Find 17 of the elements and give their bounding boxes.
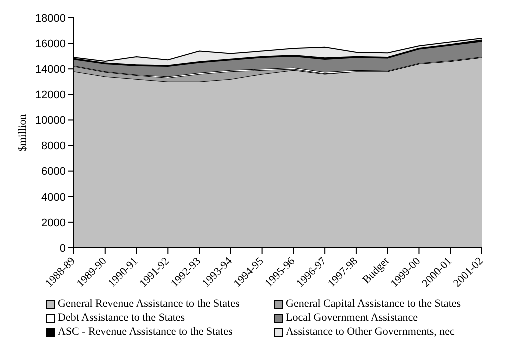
y-tick-label: 16000 (35, 38, 66, 50)
y-tick-label: 10000 (35, 115, 66, 128)
y-tick-label: 0 (60, 242, 66, 255)
y-tick-label: 2000 (42, 217, 66, 230)
legend-label: General Revenue Assistance to the States (58, 298, 240, 310)
legend-label: Debt Assistance to the States (58, 312, 186, 324)
y-tick-label: 14000 (35, 64, 66, 76)
y-tick-label: 12000 (35, 90, 66, 102)
legend-label: Local Government Assistance (286, 312, 418, 324)
legend-label: General Capital Assistance to the States (286, 298, 462, 310)
y-axis-title: $million (16, 114, 29, 152)
legend-label: ASC - Revenue Assistance to the States (58, 326, 233, 338)
y-tick-label: 4000 (42, 192, 66, 204)
legend-label: Assistance to Other Governments, nec (286, 326, 455, 338)
y-tick-label: 6000 (42, 166, 66, 178)
y-tick-label: 8000 (42, 140, 66, 153)
y-tick-label: 18000 (35, 12, 66, 25)
